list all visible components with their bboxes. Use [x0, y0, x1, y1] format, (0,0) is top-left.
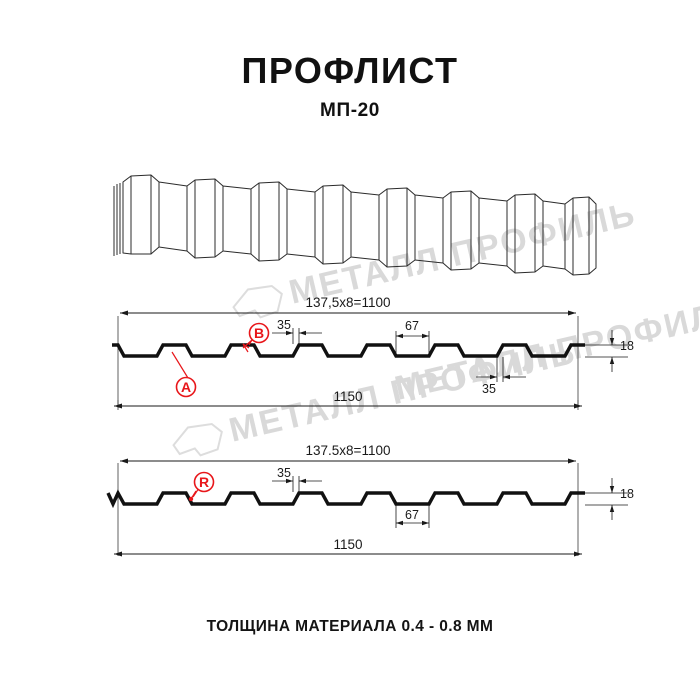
page-subtitle: МП-20 — [320, 99, 380, 121]
dimension-rib-35-bottom — [272, 476, 322, 492]
watermark-text: МЕТАЛЛ ПРОФИЛЬ — [391, 291, 700, 408]
extension-lines — [117, 316, 579, 410]
dimension-35-upper-label: 35 — [277, 318, 291, 332]
watermark-logo-icon — [172, 422, 223, 457]
callout-R-label: R — [199, 474, 209, 490]
dimension-18-top-label: 18 — [620, 339, 634, 353]
section-bottom-group: 137.5x8=1100 35 — [106, 443, 634, 557]
dimension-35-bottom-label: 35 — [277, 466, 291, 480]
profile-section-top — [112, 343, 585, 358]
perspective-profile-view — [113, 174, 597, 276]
material-thickness-caption: ТОЛЩИНА МАТЕРИАЛА 0.4 - 0.8 ММ — [206, 618, 494, 635]
section-top-group: 137,5x8=1100 35 — [112, 295, 634, 410]
dimension-valley-67-bottom — [395, 505, 430, 528]
extension-lines — [117, 463, 579, 556]
dimension-1150-bottom-label: 1150 — [333, 537, 362, 552]
callout-R: R — [188, 471, 215, 502]
dimension-top-overall — [120, 310, 576, 316]
dimension-1150-top-label: 1150 — [333, 389, 362, 404]
callout-A-label: A — [181, 379, 191, 395]
dimension-rib-35-upper — [272, 328, 322, 344]
dimension-35-lower-label: 35 — [482, 382, 496, 396]
watermark-group: МЕТАЛЛ ПРОФИЛЬ МЕТАЛЛ ПРОФИЛЬ МЕТАЛЛ ПРО… — [172, 195, 700, 457]
profile-section-bottom — [106, 489, 585, 509]
dimension-top-bottom-label: 137.5x8=1100 — [306, 443, 391, 458]
dimension-18-bottom-label: 18 — [620, 487, 634, 501]
page-title: ПРОФЛИСТ — [241, 50, 459, 91]
dimension-bottom-overall-bottom — [114, 551, 582, 557]
dimension-rib-35-lower — [476, 357, 526, 382]
dimension-bottom-overall-top — [114, 403, 582, 409]
watermark-text: МЕТАЛЛ ПРОФИЛЬ — [286, 195, 640, 312]
sheet-left-edge — [113, 182, 124, 256]
dimension-67-bottom-label: 67 — [405, 508, 419, 522]
dimension-67-label: 67 — [405, 319, 419, 333]
callout-B: B — [242, 322, 270, 353]
dimension-height-18-bottom — [585, 478, 628, 520]
dimension-top-label: 137,5x8=1100 — [306, 295, 391, 310]
watermark-logo-icon — [232, 284, 283, 319]
dimension-valley-67 — [395, 331, 430, 354]
callout-B-label: B — [254, 325, 264, 341]
watermark-text: МЕТАЛЛ ПРОФИЛЬ — [226, 333, 580, 450]
dimension-height-18-top — [585, 330, 628, 372]
callout-A: A — [171, 351, 197, 398]
dimension-top-overall-bottom — [120, 458, 576, 464]
header-block: ПРОФЛИСТ МП-20 — [0, 52, 700, 122]
